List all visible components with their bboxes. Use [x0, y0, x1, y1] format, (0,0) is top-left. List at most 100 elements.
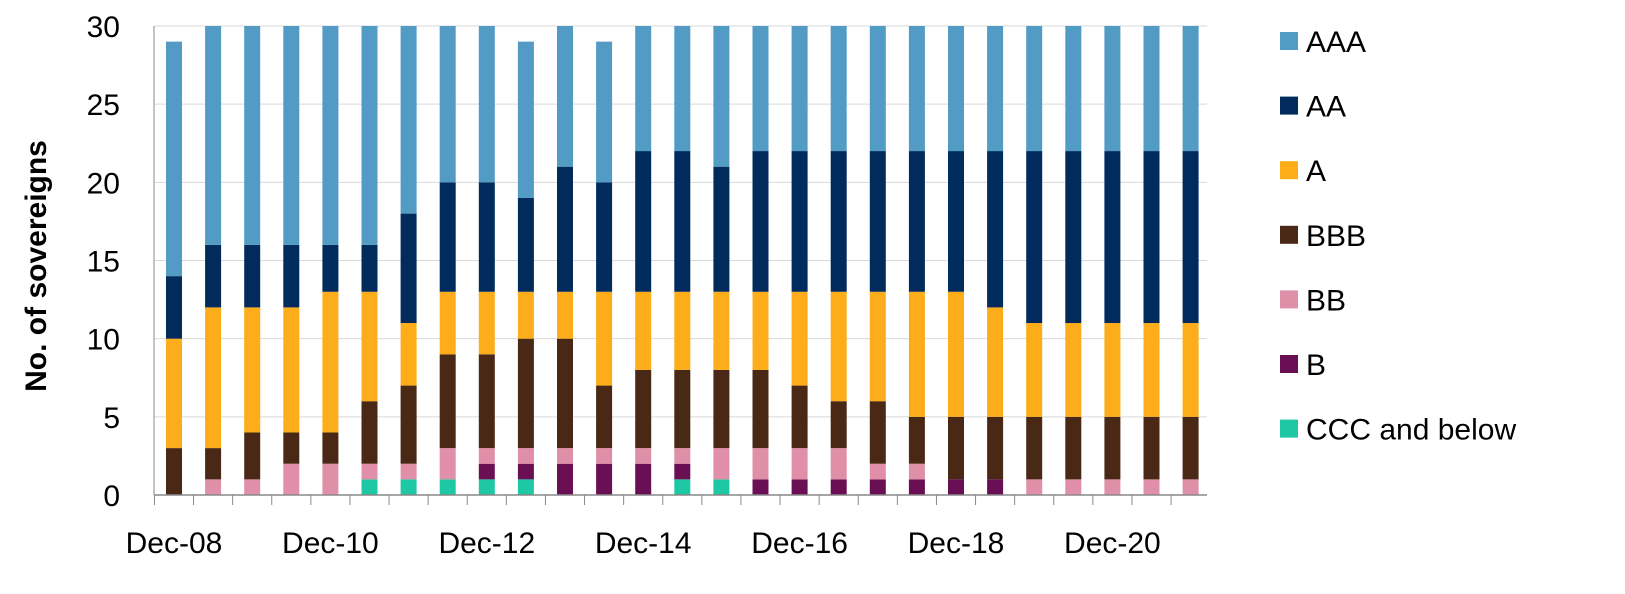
bar-segment-aa [1026, 151, 1043, 324]
bar-segment-aaa [517, 41, 534, 198]
bar-segment-aaa [283, 26, 300, 245]
bar-segment-bb [478, 448, 495, 464]
y-tick-label: 0 [103, 480, 120, 513]
bar-segment-bbb [635, 369, 652, 449]
legend-swatch-a [1280, 161, 1298, 180]
bar-segment-b [478, 463, 495, 480]
bar-segment-bbb [1182, 416, 1199, 480]
bar-segment-ccc-and-below [400, 479, 417, 495]
bar-segment-a [557, 291, 573, 339]
bar-segment-bb [1065, 479, 1082, 495]
bar-segment-aa [439, 182, 456, 292]
y-tick-label: 15 [87, 246, 120, 279]
legend-label-b: B [1306, 349, 1326, 382]
bar-segment-b [674, 463, 691, 480]
legend-label-a: A [1306, 155, 1326, 188]
y-axis-label: No. of sovereigns [20, 140, 53, 392]
bar-segment-bb [557, 448, 573, 464]
legend-swatch-bb [1280, 290, 1298, 309]
bar-segment-aa [1143, 151, 1160, 324]
bar-segment-bbb [166, 448, 182, 495]
bar-segment-aaa [478, 26, 495, 183]
bar-segment-b [752, 479, 769, 495]
x-tick-label: Dec-18 [908, 527, 1005, 560]
x-tick-label: Dec-12 [438, 527, 535, 560]
bar-segment-bbb [517, 338, 534, 449]
bar-segment-a [322, 291, 339, 433]
bar-segment-a [596, 291, 613, 386]
x-tick-label: Dec-16 [751, 527, 848, 560]
bar-segment-b [791, 479, 808, 495]
bar-segment-bbb [830, 401, 847, 449]
bar-segment-a [869, 291, 886, 402]
bar-segment-bbb [322, 432, 339, 464]
bar-segment-aa [1065, 151, 1082, 324]
bar-segment-bbb [1026, 416, 1043, 480]
x-tick-label: Dec-10 [282, 527, 379, 560]
bar-segment-bbb [478, 354, 495, 449]
bar-segment-b [830, 479, 847, 495]
bar-segment-bb [791, 448, 808, 480]
bar-segment-ccc-and-below [439, 479, 456, 495]
legend-swatch-ccc-and-below [1280, 419, 1298, 438]
bar-segment-b [635, 463, 652, 495]
bar-segment-ccc-and-below [478, 479, 495, 495]
bar-segment-aaa [166, 41, 182, 277]
bar-segment-aaa [205, 26, 222, 245]
bar-segment-b [557, 463, 573, 495]
bar-segment-aa [948, 151, 964, 292]
bar-segment-bb [908, 463, 925, 480]
legend-swatch-b [1280, 355, 1298, 373]
bar-segment-bbb [244, 432, 261, 480]
bar-segment-b [517, 463, 534, 480]
bar-segment-bbb [439, 354, 456, 449]
bar-segment-aa [557, 166, 573, 292]
bar-segment-aaa [596, 41, 613, 183]
bar-segment-a [948, 291, 964, 417]
x-tick-label: Dec-20 [1064, 527, 1161, 560]
bar-segment-a [1065, 323, 1082, 417]
bar-segment-aaa [1065, 26, 1082, 152]
bar-segment-bbb [283, 432, 300, 464]
bar-segment-aa [869, 151, 886, 292]
bar-segment-a [439, 291, 456, 355]
bar-segment-aa [400, 213, 417, 324]
bar-segment-a [1104, 323, 1121, 417]
bar-segment-bb [1104, 479, 1121, 495]
x-tick-label: Dec-14 [595, 527, 692, 560]
bar-segment-a [1026, 323, 1043, 417]
bar-segment-bb [752, 448, 769, 480]
bar-segment-bb [869, 463, 886, 480]
bar-segment-a [244, 307, 261, 433]
bar-segment-aaa [1182, 26, 1199, 152]
bar-segment-aaa [830, 26, 847, 152]
bar-segment-aaa [908, 26, 925, 152]
bar-segment-bb [361, 463, 378, 480]
bar-segment-bbb [1104, 416, 1121, 480]
bar-segment-a [361, 291, 378, 402]
bar-segment-bbb [869, 401, 886, 464]
bar-segment-ccc-and-below [361, 479, 378, 495]
bar-segment-aaa [869, 26, 886, 152]
legend-swatch-bbb [1280, 225, 1298, 244]
bar-segment-a [400, 323, 417, 386]
bar-segment-aa [517, 197, 534, 292]
bar-segment-a [752, 291, 769, 370]
bar-segment-aaa [752, 26, 769, 152]
bar-segment-b [869, 479, 886, 495]
y-tick-label: 20 [87, 167, 120, 200]
bar-segment-aa [987, 151, 1004, 308]
bar-segment-bbb [791, 385, 808, 449]
bar-segment-aaa [791, 26, 808, 152]
bar-segment-ccc-and-below [713, 479, 730, 495]
bar-segment-aaa [987, 26, 1004, 152]
axes [153, 26, 1207, 505]
bar-segment-aa [361, 244, 378, 292]
bar-segment-bb [283, 463, 300, 495]
bar-segment-b [948, 479, 964, 495]
legend-label-aaa: AAA [1306, 26, 1366, 59]
bar-segment-aaa [1143, 26, 1160, 152]
bar-segment-bb [1143, 479, 1160, 495]
bar-segment-a [908, 291, 925, 417]
